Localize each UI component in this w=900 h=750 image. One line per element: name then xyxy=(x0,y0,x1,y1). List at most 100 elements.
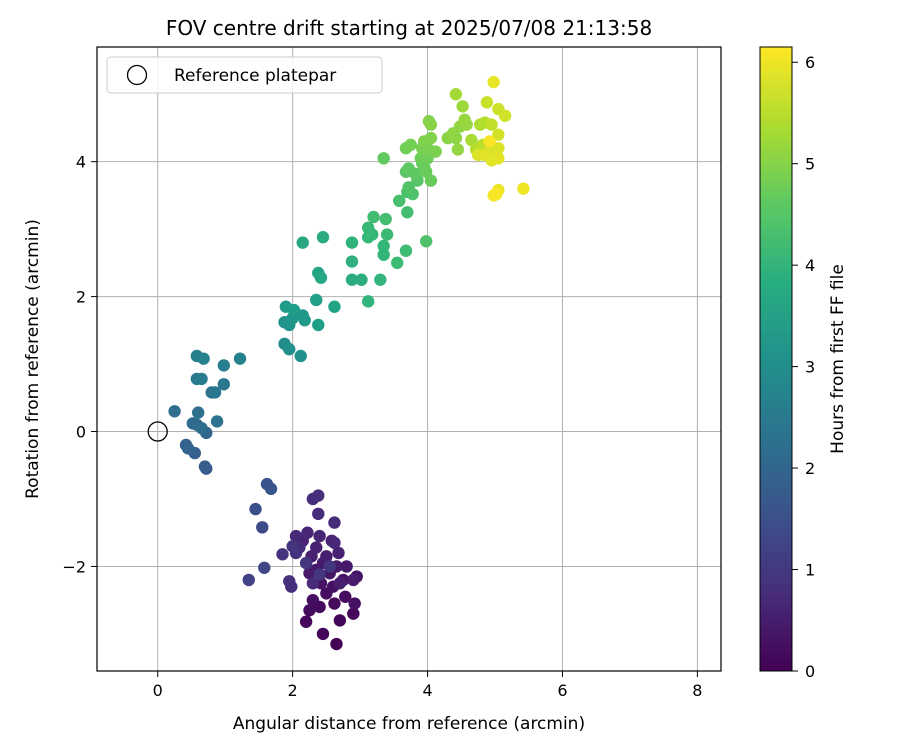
data-point xyxy=(286,540,299,553)
data-point xyxy=(498,109,512,123)
data-point xyxy=(301,526,314,539)
data-point xyxy=(210,415,224,428)
data-point xyxy=(258,561,271,574)
data-point xyxy=(287,303,301,317)
data-point xyxy=(283,343,296,356)
colorbar: 0 1 2 3 4 5 6 Hours from first FF file xyxy=(759,46,848,681)
data-point xyxy=(367,210,380,224)
data-point xyxy=(429,145,442,158)
data-point xyxy=(181,442,195,455)
data-point xyxy=(420,235,433,248)
data-point xyxy=(377,248,390,261)
colorbar-tick-label: 3 xyxy=(805,358,815,377)
data-point xyxy=(294,349,307,363)
colorbar-tick-label: 0 xyxy=(805,662,815,681)
data-point xyxy=(264,482,278,496)
data-point xyxy=(316,231,330,244)
data-point xyxy=(299,556,313,570)
data-point xyxy=(424,131,438,145)
data-point xyxy=(276,548,289,561)
data-point xyxy=(303,604,316,617)
data-point xyxy=(332,546,345,560)
data-point xyxy=(379,212,392,226)
data-point xyxy=(456,100,469,113)
data-point xyxy=(483,135,496,148)
data-point xyxy=(451,143,465,156)
data-point xyxy=(306,593,320,607)
data-point xyxy=(401,206,414,219)
data-point xyxy=(328,536,341,550)
data-point xyxy=(492,128,505,141)
data-point xyxy=(195,372,208,386)
data-point xyxy=(328,597,341,610)
data-point xyxy=(306,577,320,590)
data-point xyxy=(256,521,269,534)
data-point xyxy=(355,273,368,286)
y-axis-label: Rotation from reference (arcmin) xyxy=(23,219,43,499)
data-point xyxy=(424,118,438,131)
colorbar-ticks: 0 1 2 3 4 5 6 xyxy=(792,53,815,681)
data-point xyxy=(333,577,347,590)
data-point xyxy=(399,244,413,257)
data-point xyxy=(402,181,415,194)
data-point xyxy=(217,378,231,391)
data-point xyxy=(296,236,309,249)
legend-box xyxy=(106,56,383,94)
data-point xyxy=(340,560,353,573)
data-point xyxy=(361,221,375,234)
data-point xyxy=(330,637,343,651)
colorbar-tick-label: 2 xyxy=(805,459,815,478)
data-point xyxy=(312,489,325,502)
data-point xyxy=(310,541,323,554)
plot-frame xyxy=(96,46,722,672)
y-tick-label: 4 xyxy=(76,153,86,172)
data-point xyxy=(449,88,463,101)
data-point xyxy=(374,273,387,286)
data-point xyxy=(191,406,205,419)
data-point xyxy=(320,550,333,563)
data-point xyxy=(390,256,404,270)
y-tick-label: 0 xyxy=(76,423,86,442)
y-tick-label: −2 xyxy=(62,557,86,576)
data-point xyxy=(313,568,326,581)
x-axis-ticks: 0 2 4 6 8 xyxy=(153,671,702,700)
data-point xyxy=(339,590,352,603)
data-point xyxy=(361,295,375,308)
x-tick-label: 6 xyxy=(557,681,567,700)
data-point xyxy=(333,614,347,627)
legend-label: Reference platepar xyxy=(174,66,336,86)
data-point xyxy=(404,138,417,152)
data-point xyxy=(458,113,471,127)
data-point xyxy=(198,460,212,473)
data-point xyxy=(197,352,210,365)
data-point xyxy=(393,194,406,208)
colorbar-tick-label: 1 xyxy=(805,561,815,580)
data-point xyxy=(310,293,323,307)
data-point xyxy=(328,300,341,313)
colorbar-gradient xyxy=(759,46,793,672)
x-tick-label: 8 xyxy=(692,681,702,700)
data-point xyxy=(312,318,325,332)
data-point xyxy=(345,255,359,268)
data-point xyxy=(195,421,208,435)
data-point xyxy=(316,627,330,641)
data-point xyxy=(347,607,360,620)
data-point xyxy=(517,182,530,195)
data-point xyxy=(492,141,505,155)
data-point xyxy=(314,271,328,284)
data-point xyxy=(465,133,478,147)
data-point xyxy=(377,152,390,165)
data-point xyxy=(323,560,336,573)
colorbar-tick-label: 6 xyxy=(805,53,815,72)
legend: Reference platepar xyxy=(106,56,383,94)
data-point xyxy=(402,162,415,175)
colorbar-tick-label: 5 xyxy=(805,155,815,174)
reference-platepar-marker xyxy=(147,421,168,442)
data-point xyxy=(242,573,255,587)
y-axis-ticks: −2 0 2 4 xyxy=(62,153,97,576)
x-tick-label: 2 xyxy=(288,681,298,700)
data-point xyxy=(345,273,359,286)
data-point xyxy=(487,75,500,89)
data-point xyxy=(283,575,296,588)
data-point xyxy=(233,352,247,365)
